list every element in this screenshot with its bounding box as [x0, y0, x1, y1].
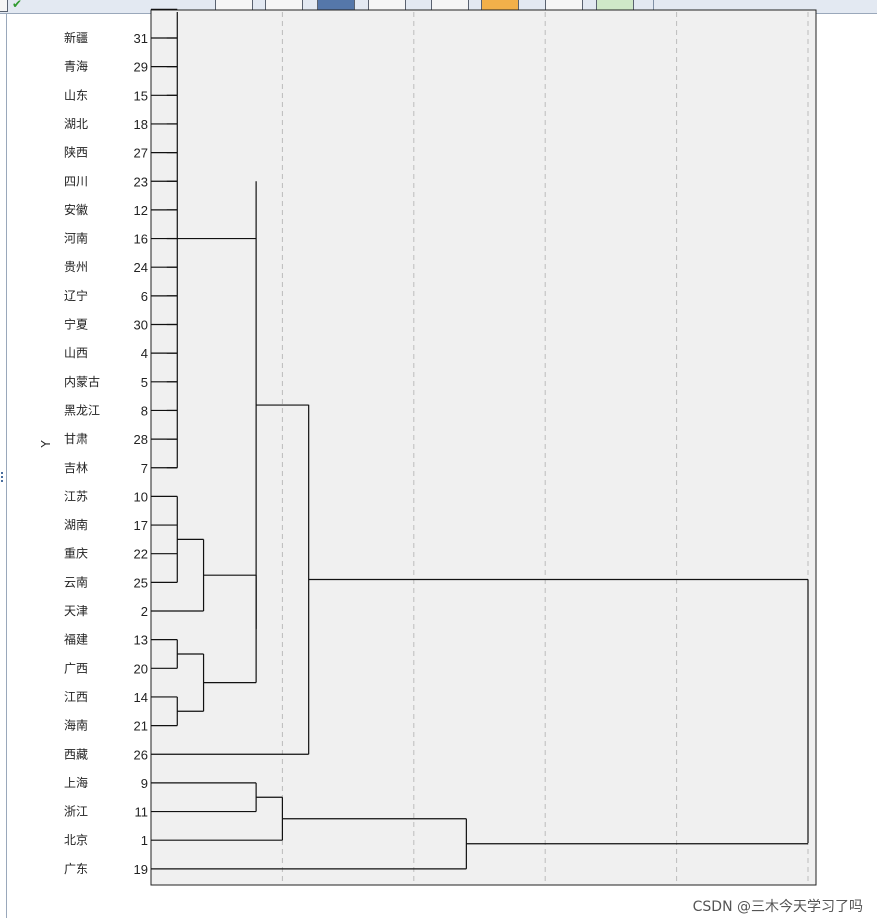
leaf-name-label: 四川	[64, 174, 88, 188]
leaf-id-label: 16	[134, 232, 148, 247]
leaf-name-label: 天津	[64, 604, 88, 618]
leaf-id-label: 8	[141, 403, 148, 418]
leaf-id-label: 7	[141, 461, 148, 476]
leaf-id-label: 18	[134, 117, 148, 132]
leaf-name-label: 安徽	[64, 202, 88, 217]
leaf-name-label: 河南	[64, 231, 88, 246]
leaf-id-label: 14	[134, 690, 148, 705]
leaf-id-label: 30	[134, 318, 148, 333]
leaf-name-label: 辽宁	[64, 288, 88, 303]
y-axis-label: Y	[39, 440, 53, 449]
leaf-name-label: 新疆	[64, 30, 88, 45]
leaf-id-label: 29	[134, 60, 148, 75]
leaf-id-label: 4	[141, 346, 148, 361]
leaf-name-label: 青海	[64, 59, 88, 74]
leaf-id-label: 12	[134, 203, 148, 218]
leaf-id-label: 27	[134, 146, 148, 161]
leaf-name-label: 西藏	[64, 747, 88, 761]
leaf-name-label: 浙江	[64, 805, 88, 819]
watermark: CSDN @三木今天学习了吗	[692, 899, 863, 915]
leaf-name-label: 福建	[64, 632, 88, 647]
check-icon[interactable]: ✔	[12, 0, 23, 11]
leaf-name-label: 黑龙江	[64, 403, 100, 417]
leaf-name-label: 江苏	[64, 489, 88, 503]
leaf-name-label: 宁夏	[64, 317, 88, 332]
leaf-name-label: 内蒙古	[64, 374, 100, 389]
leaf-id-label: 11	[135, 805, 149, 820]
pane-divider	[6, 14, 7, 918]
leaf-name-label: 海南	[64, 718, 88, 733]
leaf-id-label: 26	[134, 747, 148, 762]
leaf-name-label: 重庆	[64, 547, 88, 561]
leaf-id-label: 5	[141, 375, 148, 390]
leaf-id-label: 17	[134, 518, 148, 533]
leaf-id-label: 19	[134, 862, 148, 877]
leaf-name-label: 贵州	[64, 260, 88, 274]
leaf-name-label: 甘肃	[64, 432, 88, 446]
leaf-id-label: 28	[134, 432, 148, 447]
leaf-name-label: 陕西	[64, 145, 88, 160]
leaf-name-label: 吉林	[64, 461, 88, 475]
leaf-id-label: 21	[134, 719, 148, 734]
leaf-name-label: 云南	[64, 574, 88, 589]
leaf-id-label: 25	[134, 575, 148, 590]
leaf-id-label: 9	[141, 776, 148, 791]
leaf-id-label: 10	[134, 489, 148, 504]
leaf-name-label: 广西	[64, 661, 88, 675]
leaf-name-label: 山西	[64, 346, 88, 360]
leaf-name-label: 广东	[64, 862, 88, 876]
leaf-id-label: 23	[134, 174, 148, 189]
tree-lines	[151, 8, 809, 870]
leaf-name-label: 江西	[64, 690, 88, 704]
toolbar-button-partial[interactable]	[0, 0, 8, 12]
leaf-id-label: 20	[134, 661, 148, 676]
splitter-handle[interactable]	[1, 472, 4, 486]
leaf-id-label: 22	[134, 547, 148, 562]
leaf-name-label: 湖北	[64, 116, 88, 131]
leaf-id-label: 13	[134, 633, 148, 648]
leaf-name-label: 湖南	[64, 517, 88, 532]
leaf-id-label: 6	[141, 289, 148, 304]
leaf-id-label: 2	[141, 604, 148, 619]
leaf-id-label: 1	[141, 833, 148, 848]
leaf-name-label: 上海	[64, 775, 88, 790]
plot-area	[150, 9, 817, 886]
leaf-name-label: 北京	[64, 833, 88, 847]
leaf-id-label: 24	[134, 260, 148, 275]
leaf-id-label: 31	[134, 31, 148, 46]
leaf-name-label: 山东	[64, 88, 88, 102]
grid-lines	[281, 12, 809, 884]
leaf-id-label: 15	[134, 88, 148, 103]
